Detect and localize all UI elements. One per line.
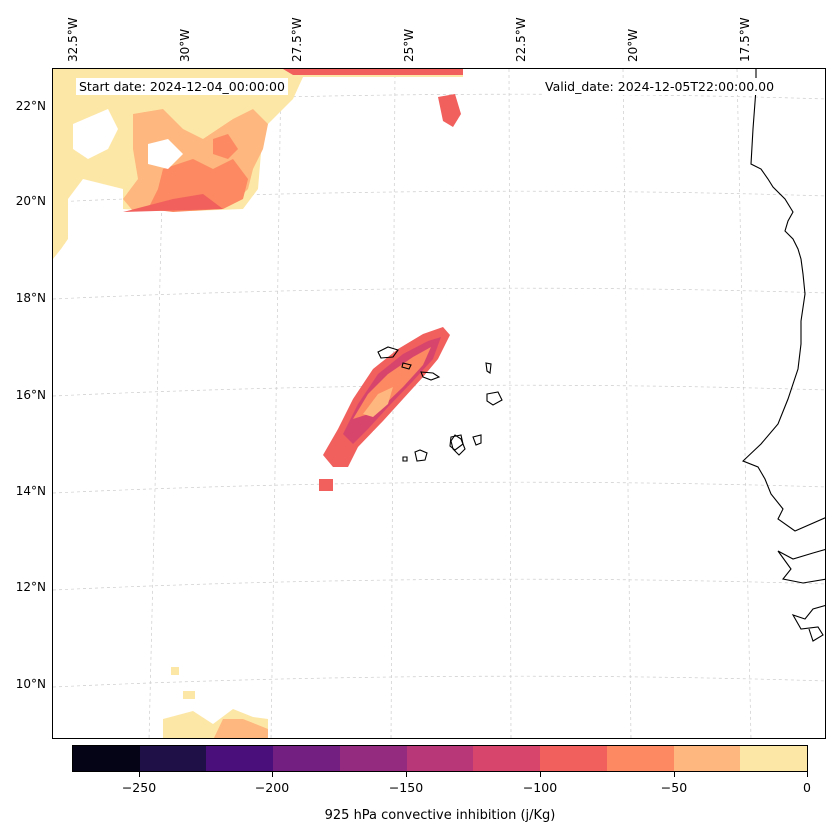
colorbar-tick [674, 772, 675, 777]
map-canvas [53, 69, 825, 738]
colorbar-bin-5 [406, 746, 474, 771]
cin-field-central [319, 327, 450, 491]
lat-label-22n: 22°N [15, 99, 46, 113]
lat-label-12n: 12°N [15, 580, 46, 594]
lon-label-20w: 20°W [626, 28, 640, 62]
colorbar-bin-6 [473, 746, 541, 771]
colorbar-tick-label: −200 [254, 780, 290, 795]
lat-label-10n: 10°N [15, 677, 46, 691]
colorbar-bin-1 [139, 746, 207, 771]
colorbar-tick-label: −250 [121, 780, 157, 795]
colorbar-tick-label: 0 [803, 780, 811, 795]
lat-label-20n: 20°N [15, 194, 46, 208]
lon-label-27-5w: 27.5°W [290, 17, 304, 62]
start-date-label: Start date: 2024-12-04_00:00:00 [76, 78, 288, 95]
lon-label-17-5w: 17.5°W [738, 17, 752, 62]
lat-label-18n: 18°N [15, 291, 46, 305]
lon-label-25w: 25°W [402, 28, 416, 62]
colorbar-bin-8 [606, 746, 674, 771]
lon-label-30w: 30°W [178, 28, 192, 62]
colorbar-bin-3 [273, 746, 340, 771]
colorbar-tick [540, 772, 541, 777]
lat-label-16n: 16°N [15, 388, 46, 402]
colorbar [72, 745, 808, 772]
cin-field-southwest [163, 667, 268, 738]
gridlines [53, 69, 825, 738]
colorbar-bin-10 [740, 746, 808, 771]
colorbar-title: 925 hPa convective inhibition (j/Kg) [324, 808, 556, 823]
colorbar-bin-0 [73, 746, 140, 771]
colorbar-tick-label: −50 [660, 780, 688, 795]
lon-label-32-5w: 32.5°W [66, 17, 80, 62]
colorbar-tick [807, 772, 808, 777]
africa-coastline [741, 69, 825, 642]
colorbar-bin-7 [540, 746, 607, 771]
colorbar-tick [406, 772, 407, 777]
lon-label-22-5w: 22.5°W [514, 17, 528, 62]
colorbar-tick [272, 772, 273, 777]
colorbar-tick-label: −100 [522, 780, 558, 795]
map-panel [52, 68, 826, 739]
colorbar-bin-2 [206, 746, 274, 771]
lat-label-14n: 14°N [15, 484, 46, 498]
colorbar-bin-9 [673, 746, 741, 771]
colorbar-bin-4 [339, 746, 407, 771]
colorbar-tick-label: −150 [388, 780, 424, 795]
cape-verde-islands [377, 346, 503, 462]
valid-date-label: Valid_date: 2024-12-05T22:00:00.00 [542, 78, 778, 95]
colorbar-tick [139, 772, 140, 777]
cin-field-northwest [53, 69, 463, 259]
